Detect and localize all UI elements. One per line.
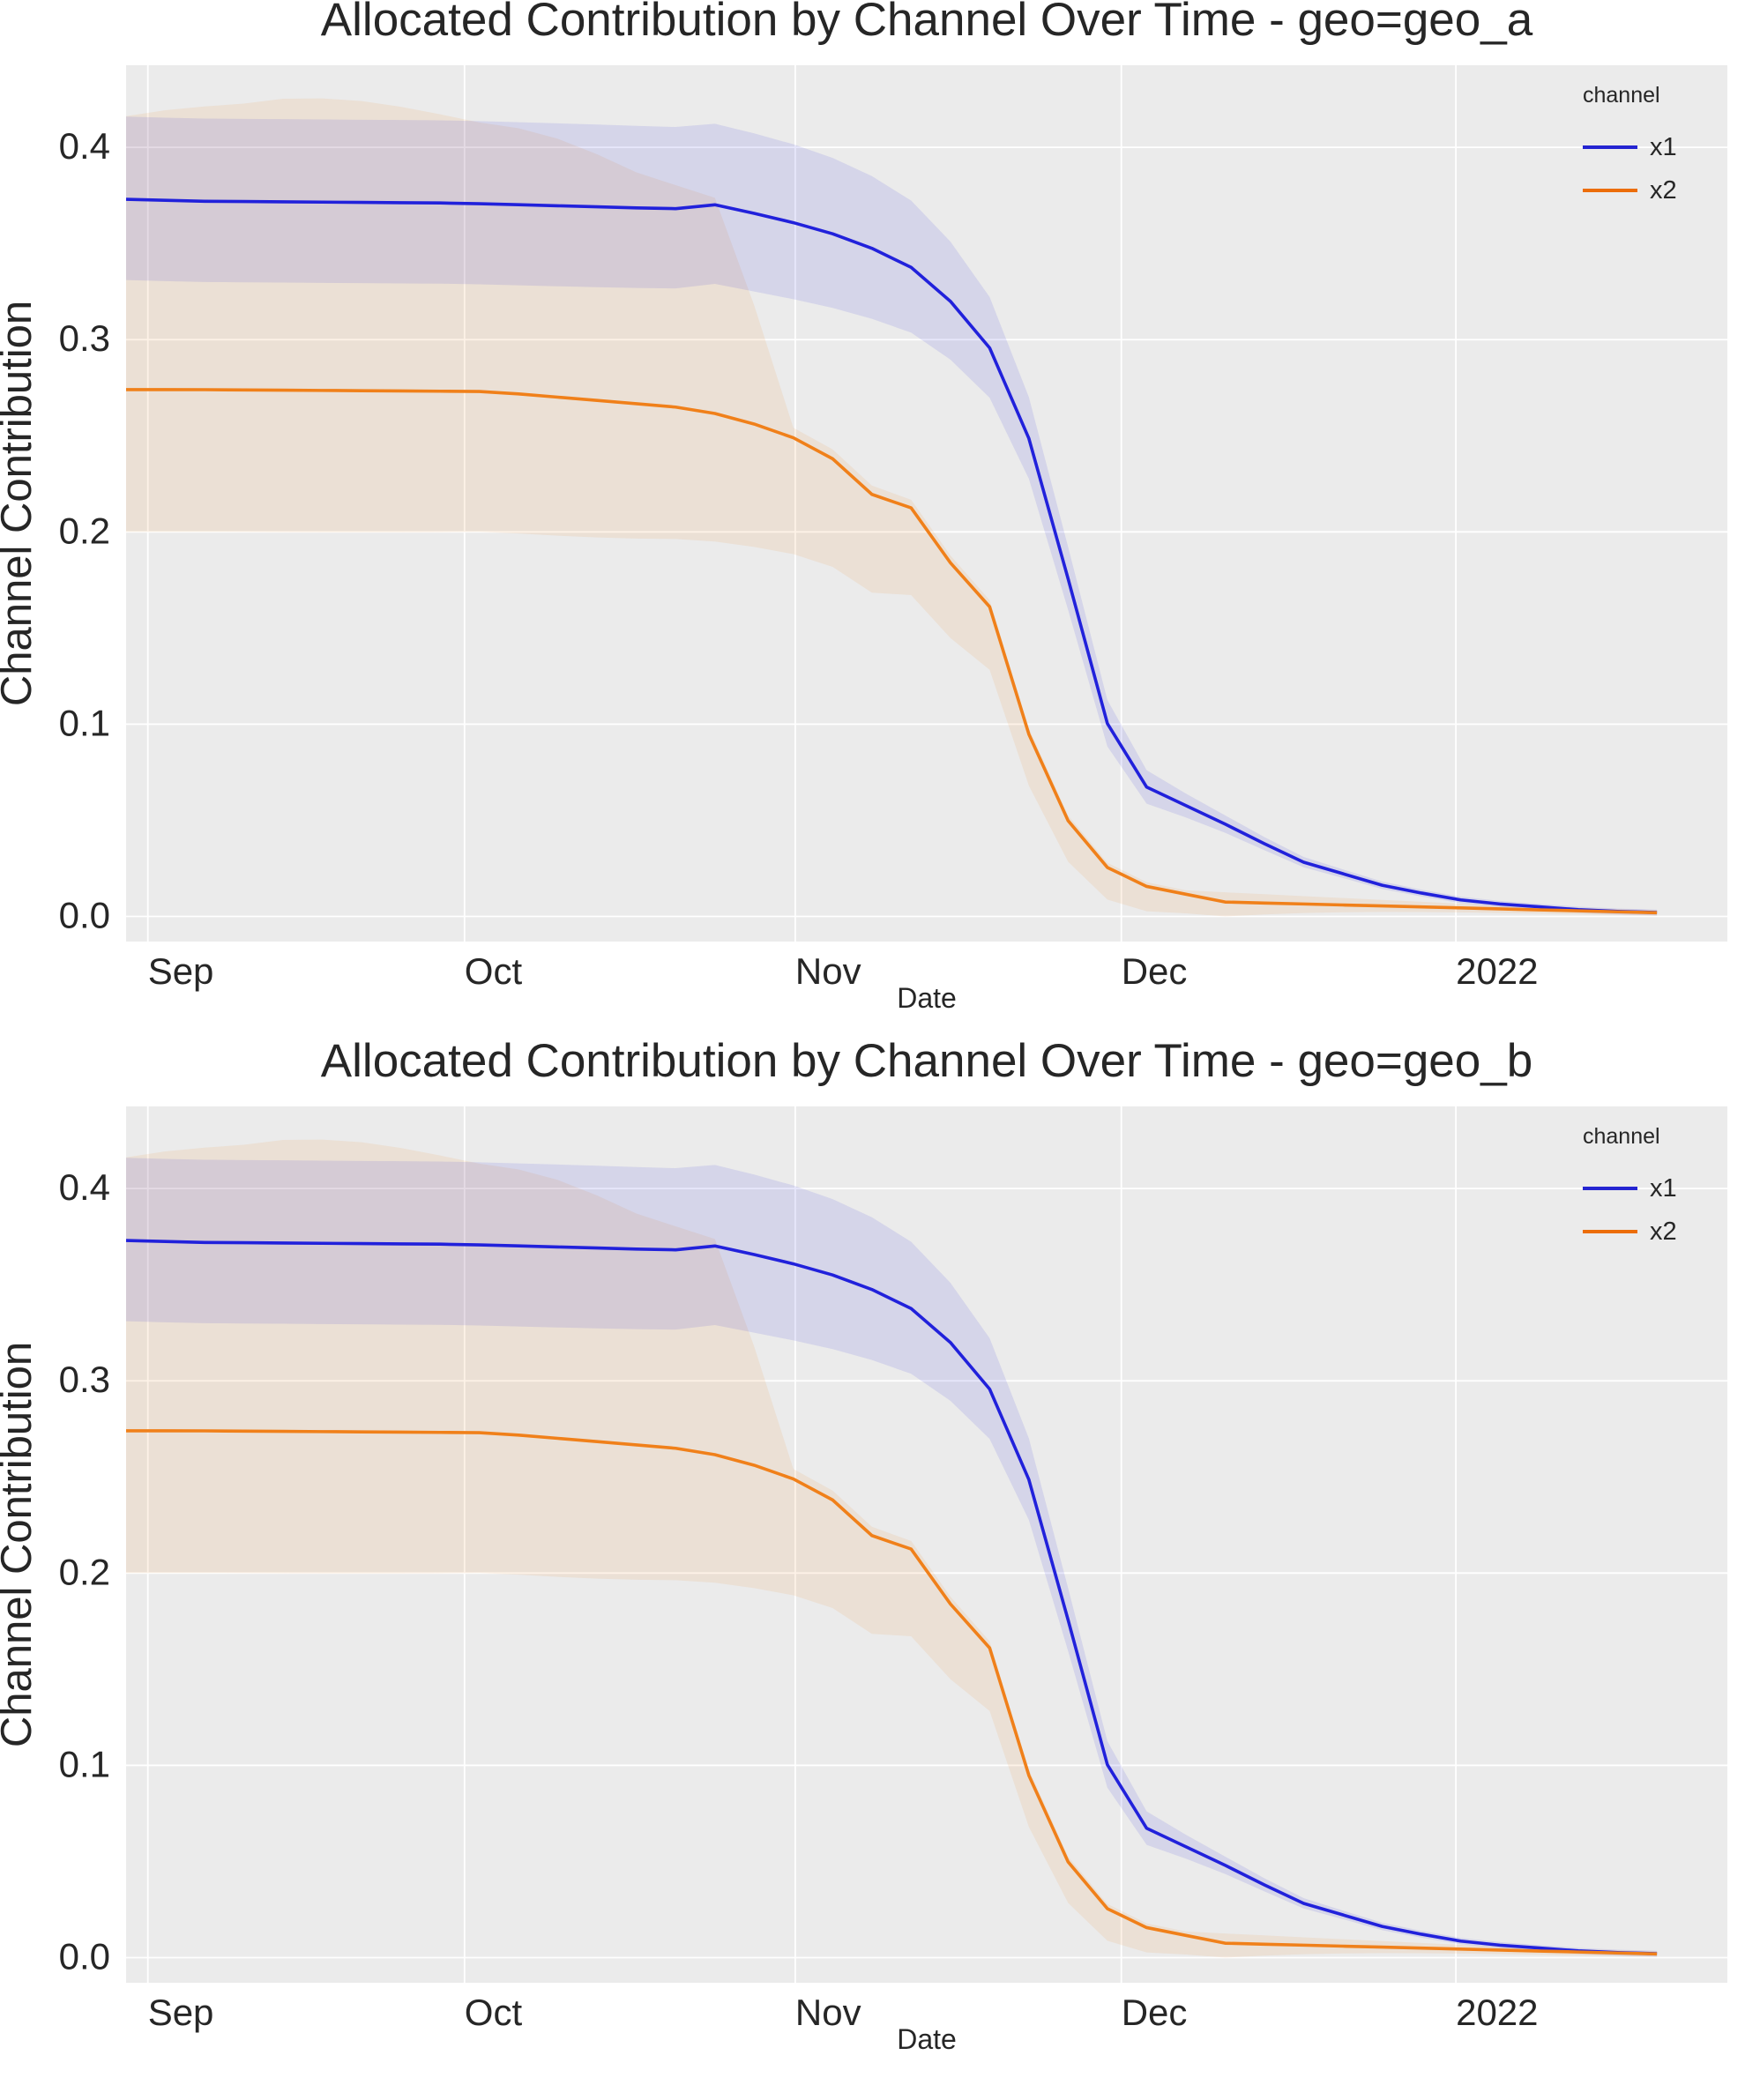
svg-text:Dec: Dec bbox=[1122, 1992, 1188, 2033]
svg-text:Oct: Oct bbox=[465, 1992, 523, 2033]
svg-text:channel: channel bbox=[1583, 1124, 1660, 1149]
svg-text:x2: x2 bbox=[1650, 1218, 1677, 1246]
svg-text:x2: x2 bbox=[1650, 176, 1677, 205]
svg-text:0.2: 0.2 bbox=[59, 1551, 110, 1592]
svg-text:Sep: Sep bbox=[148, 950, 214, 992]
svg-text:0.1: 0.1 bbox=[59, 702, 110, 743]
svg-text:0.0: 0.0 bbox=[59, 895, 110, 936]
svg-text:2022: 2022 bbox=[1456, 950, 1538, 992]
svg-text:x1: x1 bbox=[1650, 133, 1677, 161]
svg-text:0.2: 0.2 bbox=[59, 510, 110, 551]
svg-text:Nov: Nov bbox=[795, 950, 861, 992]
svg-text:channel: channel bbox=[1583, 83, 1660, 108]
svg-text:0.4: 0.4 bbox=[59, 1166, 110, 1208]
svg-text:0.3: 0.3 bbox=[59, 317, 110, 359]
svg-text:Channel Contribution: Channel Contribution bbox=[0, 1342, 41, 1747]
svg-text:x1: x1 bbox=[1650, 1174, 1677, 1203]
svg-text:Channel Contribution: Channel Contribution bbox=[0, 301, 41, 706]
svg-text:Allocated Contribution by Chan: Allocated Contribution by Channel Over T… bbox=[321, 1035, 1532, 1087]
svg-text:Date: Date bbox=[897, 982, 957, 1014]
svg-text:0.3: 0.3 bbox=[59, 1359, 110, 1400]
svg-text:0.4: 0.4 bbox=[59, 125, 110, 167]
svg-text:0.1: 0.1 bbox=[59, 1743, 110, 1784]
svg-text:Date: Date bbox=[897, 2023, 957, 2055]
svg-text:2022: 2022 bbox=[1456, 1992, 1538, 2033]
svg-text:Sep: Sep bbox=[148, 1992, 214, 2033]
svg-text:Dec: Dec bbox=[1122, 950, 1188, 992]
svg-text:Oct: Oct bbox=[465, 950, 523, 992]
svg-text:0.0: 0.0 bbox=[59, 1936, 110, 1977]
svg-text:Nov: Nov bbox=[795, 1992, 861, 2033]
svg-text:Allocated Contribution by Chan: Allocated Contribution by Channel Over T… bbox=[321, 0, 1533, 46]
